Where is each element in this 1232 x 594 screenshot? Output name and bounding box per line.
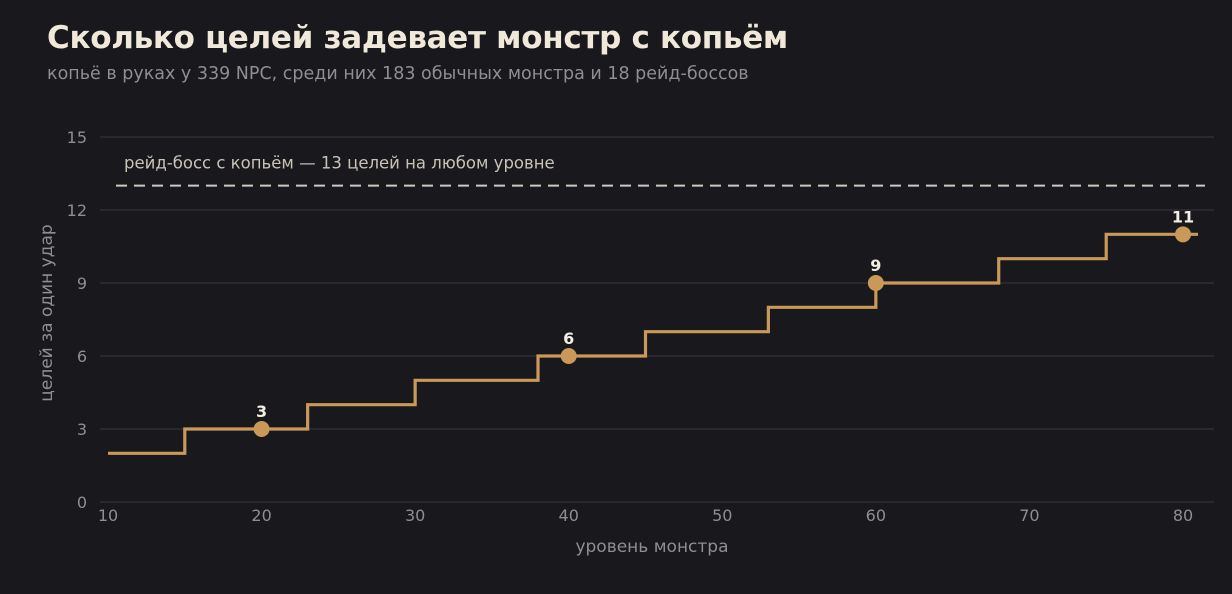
data-point-x20 — [253, 421, 270, 437]
x-tick-label-50: 50 — [712, 506, 732, 525]
y-tick-label-6: 6 — [77, 347, 87, 366]
chart-subtitle: копьё в руках у 339 NPC, среди них 183 о… — [47, 64, 749, 84]
y-axis-title: целей за один удар — [37, 224, 57, 401]
y-tick-label-15: 15 — [67, 128, 87, 147]
data-label-x20: 3 — [256, 402, 267, 421]
step-line-series — [108, 232, 1198, 455]
reference-line-label: рейд-босс с копьём — 13 целей на любом у… — [124, 154, 555, 173]
chart-title: Сколько целей задевает монстр с копьём — [47, 20, 788, 56]
x-tick-label-40: 40 — [559, 506, 579, 525]
x-tick-label-60: 60 — [866, 506, 886, 525]
y-tick-label-0: 0 — [77, 493, 87, 512]
y-tick-label-3: 3 — [77, 420, 87, 439]
y-tick-label-12: 12 — [67, 201, 87, 220]
x-axis-title: уровень монстра — [575, 537, 728, 557]
data-label-x80: 11 — [1172, 207, 1194, 226]
data-point-x80 — [1175, 226, 1191, 243]
data-label-x60: 9 — [870, 256, 881, 275]
data-point-x40 — [560, 348, 577, 364]
data-point-x60 — [867, 275, 884, 291]
data-label-x40: 6 — [563, 329, 574, 348]
x-tick-label-20: 20 — [251, 506, 271, 525]
x-tick-label-70: 70 — [1019, 506, 1039, 525]
x-tick-label-30: 30 — [405, 506, 425, 525]
y-tick-label-9: 9 — [77, 274, 87, 293]
x-tick-label-10: 10 — [98, 506, 118, 525]
x-tick-label-80: 80 — [1173, 506, 1193, 525]
